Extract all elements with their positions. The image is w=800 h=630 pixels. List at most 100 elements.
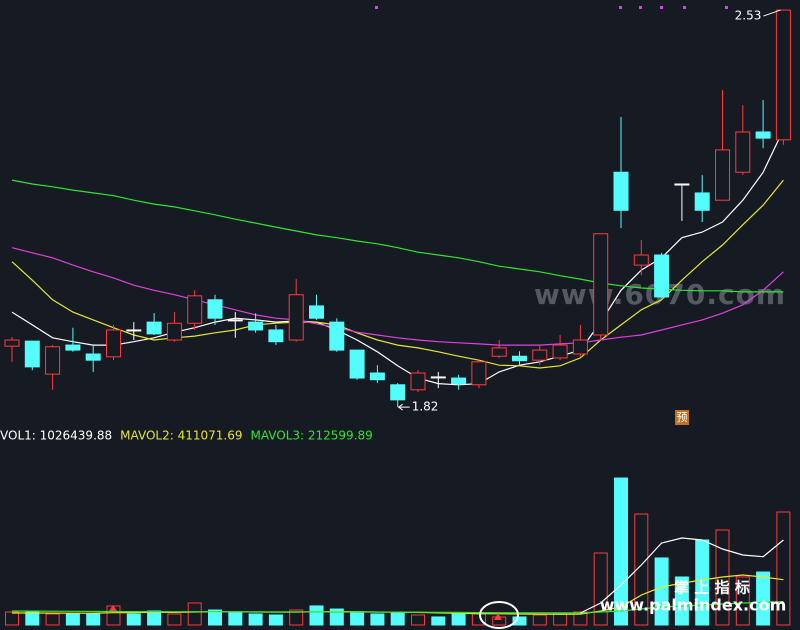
annotation-arrow	[397, 403, 410, 411]
candle-body	[715, 149, 730, 201]
volume-bar	[248, 613, 263, 626]
volume-bar	[309, 605, 324, 626]
dot	[660, 6, 663, 9]
candle-body	[755, 131, 771, 139]
low-annotation: 1.82	[412, 400, 439, 414]
volume-bar	[228, 612, 243, 626]
marker-box	[675, 410, 689, 425]
dot	[375, 6, 378, 9]
candle-body	[24, 340, 40, 368]
legend-entry: VOL1: 1026439.88	[0, 429, 112, 443]
candle-body	[166, 322, 182, 341]
candle-body	[349, 349, 365, 379]
candle-body	[146, 321, 162, 335]
volume-bar	[431, 616, 446, 626]
candle-body	[471, 361, 487, 386]
candle-body	[45, 346, 61, 375]
volume-bar	[187, 602, 202, 626]
legend-entry: MAVOL3: 212599.89	[250, 429, 372, 443]
candle-body	[369, 372, 385, 381]
line	[11, 247, 784, 346]
signal-arrow	[494, 613, 502, 620]
candle-body	[674, 183, 690, 186]
volume-bar	[25, 611, 40, 626]
candle-body	[187, 295, 203, 324]
candle-body	[735, 131, 751, 173]
volume-bar	[390, 611, 405, 626]
volume-bar	[532, 614, 547, 626]
volume-bar	[329, 608, 344, 626]
volume-bar	[350, 611, 365, 626]
volume-bar	[451, 613, 466, 626]
highlight-circle	[479, 601, 519, 629]
candle-body	[654, 254, 670, 298]
volume-bar	[411, 614, 425, 626]
candle-body	[613, 171, 629, 211]
candle-body	[85, 353, 101, 361]
candle-body	[694, 192, 710, 211]
annotation-arrow	[763, 9, 781, 17]
candle-body	[329, 321, 345, 351]
candle-body	[126, 329, 142, 332]
volume-bar	[126, 613, 141, 626]
volume-bar	[654, 557, 669, 626]
volume-bar	[593, 552, 608, 626]
volume-bar	[573, 611, 588, 626]
volume-bar	[5, 611, 19, 626]
signal-arrow	[109, 605, 117, 611]
marker-text: 预	[677, 411, 688, 424]
volume-bar	[370, 613, 385, 626]
top-dots	[375, 6, 728, 9]
candle-body	[106, 329, 121, 358]
candle-body	[491, 347, 507, 357]
candle-body	[512, 355, 527, 362]
candle-body	[65, 344, 81, 351]
candle-body	[552, 344, 568, 359]
high-annotation: 2.53	[735, 9, 762, 23]
volume-bar	[167, 613, 182, 626]
candle-body	[227, 319, 243, 322]
dot	[725, 6, 728, 9]
candle-body	[207, 299, 223, 319]
volume-bar	[45, 613, 60, 626]
candle-body	[572, 339, 588, 355]
candle-body	[633, 254, 649, 266]
watermark: 掌 上 指 标	[674, 579, 750, 597]
candle-body	[532, 349, 548, 361]
candle-body	[309, 305, 324, 319]
volume-bar	[776, 511, 791, 626]
volume-bar	[268, 614, 283, 626]
candle-body	[268, 329, 284, 343]
volume-bar	[208, 609, 222, 626]
legend-entry: MAVOL2: 411071.69	[120, 429, 242, 443]
volume-bar	[512, 616, 527, 626]
dot	[619, 6, 622, 9]
candle-body	[451, 377, 467, 385]
candle-body	[288, 294, 304, 341]
volume-bar	[553, 613, 568, 626]
volume-bar	[735, 576, 750, 626]
legend: VOL1: 1026439.88 MAVOL2: 411071.69 MAVOL3:…	[0, 429, 373, 443]
candle-body	[390, 384, 406, 401]
dot	[639, 6, 642, 9]
line	[11, 601, 784, 614]
candle-body	[248, 321, 264, 331]
candle-body	[4, 339, 20, 347]
volume-bar	[147, 610, 162, 626]
line	[11, 179, 784, 369]
watermark: www.palmindex.com	[600, 596, 787, 615]
volume-bar	[289, 609, 304, 626]
candle-body	[410, 372, 426, 391]
candle-body	[775, 9, 791, 141]
volume-bar	[674, 576, 689, 626]
volume-bar	[65, 613, 80, 626]
volume-bar	[756, 571, 771, 626]
line	[580, 537, 784, 614]
dot	[683, 6, 686, 9]
candle-body	[593, 233, 609, 336]
candle-body	[430, 376, 446, 379]
volume-bar	[86, 613, 101, 626]
plot: 2.53 1.82	[4, 9, 791, 626]
